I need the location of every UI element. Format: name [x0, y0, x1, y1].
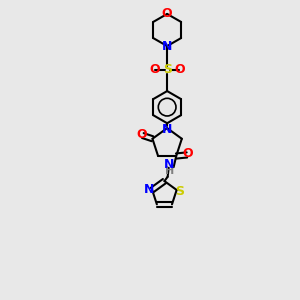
Text: O: O [183, 147, 193, 161]
Text: N: N [162, 123, 172, 136]
Text: S: S [163, 63, 172, 76]
Text: O: O [162, 8, 172, 20]
Text: O: O [175, 63, 185, 76]
Text: N: N [164, 158, 174, 171]
Text: H: H [165, 166, 174, 176]
Text: N: N [144, 184, 154, 196]
Text: S: S [176, 184, 184, 197]
Text: O: O [149, 63, 160, 76]
Text: O: O [136, 128, 147, 141]
Text: N: N [162, 40, 172, 52]
